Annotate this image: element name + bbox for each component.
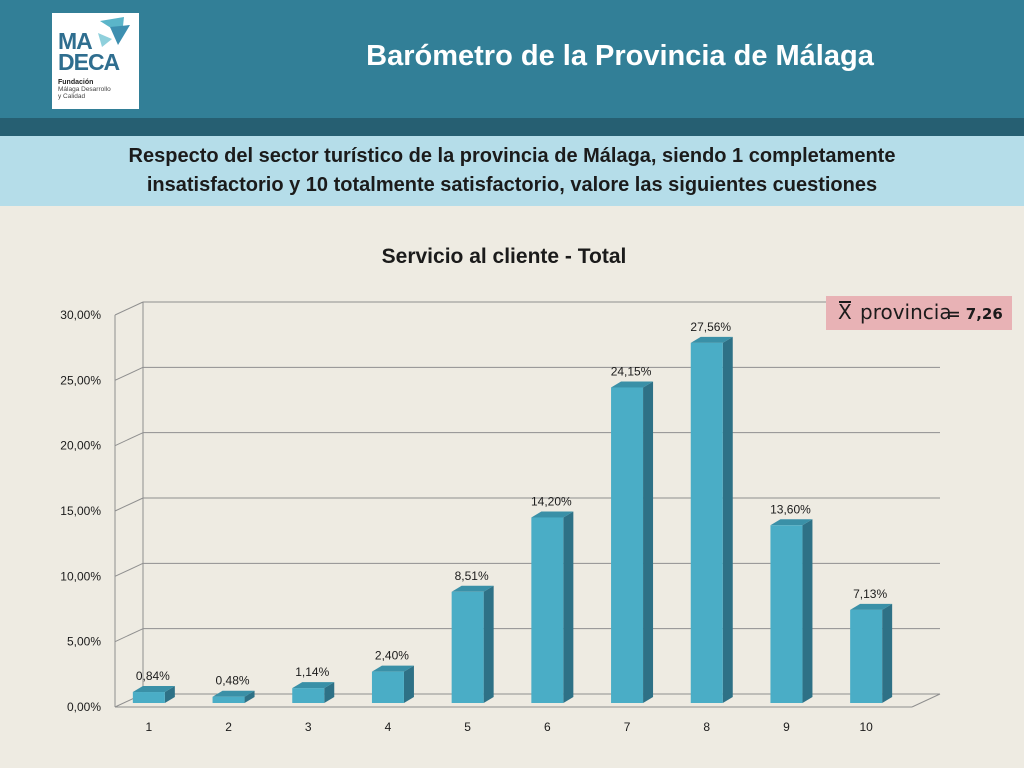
- logo-line2: DECA: [58, 49, 120, 75]
- bar-side: [324, 682, 335, 703]
- bar-top: [132, 686, 175, 693]
- gridline-slant: [114, 366, 144, 381]
- x-tick-label: 7: [624, 720, 631, 734]
- x-tick-label: 1: [146, 720, 153, 734]
- data-label: 27,56%: [690, 320, 731, 334]
- bar-side: [403, 665, 414, 703]
- x-axis-end: [911, 693, 941, 708]
- bar: [212, 696, 245, 703]
- x-tick-label: 2: [225, 720, 232, 734]
- x-tick-label: 4: [385, 720, 392, 734]
- y-tick-label: 20,00%: [60, 439, 101, 453]
- bar-top: [531, 511, 574, 518]
- bar-side: [244, 690, 255, 703]
- gridline-slant: [114, 432, 144, 447]
- bar-side: [722, 336, 733, 703]
- bar: [850, 609, 883, 703]
- y-tick-label: 15,00%: [60, 504, 101, 518]
- bar: [292, 688, 325, 703]
- header-strip: [0, 118, 1024, 136]
- data-label: 13,60%: [770, 502, 811, 516]
- x-tick-label: 8: [703, 720, 710, 734]
- x-tick-label: 3: [305, 720, 312, 734]
- header-bar: [0, 0, 1024, 118]
- bar-side: [643, 381, 654, 703]
- data-label: 0,84%: [136, 669, 170, 683]
- x-tick-label: 10: [859, 720, 873, 734]
- page-title: Barómetro de la Provincia de Málaga: [366, 40, 874, 72]
- data-label: 8,51%: [455, 569, 489, 583]
- y-tick-label: 10,00%: [60, 569, 101, 583]
- bar-top: [690, 336, 733, 343]
- y-tick-label: 30,00%: [60, 308, 101, 322]
- bar-side: [882, 603, 893, 703]
- data-label: 24,15%: [611, 364, 652, 378]
- logo-shapes-icon: [98, 17, 130, 47]
- x-tick-label: 5: [464, 720, 471, 734]
- y-tick-label: 5,00%: [67, 635, 101, 649]
- data-label: 2,40%: [375, 649, 409, 663]
- x-tick-label: 9: [783, 720, 790, 734]
- question-text: Respecto del sector turístico de la prov…: [128, 145, 896, 196]
- bar-top: [371, 665, 414, 672]
- bar: [371, 671, 404, 703]
- gridline-slant: [114, 497, 144, 512]
- data-label: 1,14%: [295, 665, 329, 679]
- logo-sub1: Málaga Desarrollo: [58, 86, 111, 93]
- chart-title: Servicio al cliente - Total: [381, 245, 627, 268]
- bar: [132, 692, 165, 703]
- data-label: 14,20%: [531, 494, 572, 508]
- gridline-slant: [114, 301, 144, 316]
- bar-side: [563, 511, 574, 703]
- bar-top: [451, 585, 494, 592]
- gridline-slant: [114, 628, 144, 643]
- bar-top: [611, 381, 654, 388]
- bar-top: [850, 603, 893, 610]
- mean-symbol: X: [838, 300, 852, 324]
- bar-top: [770, 519, 813, 526]
- mean-badge: X provincia = 7,26: [826, 296, 1012, 330]
- data-label: 7,13%: [853, 587, 887, 601]
- bar: [531, 517, 564, 703]
- bar-top: [292, 682, 335, 689]
- bar-side: [164, 686, 175, 703]
- logo-sub2: y Calidad: [58, 93, 86, 100]
- madeca-logo: MA DECA Fundación Málaga Desarrollo y Ca…: [52, 13, 139, 109]
- y-tick-label: 25,00%: [60, 373, 101, 387]
- logo-line1: MA: [58, 28, 93, 54]
- question-band: Respecto del sector turístico de la prov…: [0, 136, 1024, 206]
- y-tick-label: 0,00%: [67, 700, 101, 714]
- bar-side: [802, 519, 813, 703]
- x-tick-label: 6: [544, 720, 551, 734]
- logo-org: Fundación: [58, 79, 94, 86]
- bar-top: [212, 690, 255, 697]
- bar-side: [483, 585, 494, 703]
- bar: [770, 525, 803, 703]
- data-label: 0,48%: [216, 674, 250, 688]
- bar: [690, 342, 723, 703]
- bar: [451, 591, 484, 703]
- mean-value: = 7,26: [948, 305, 1003, 323]
- bar: [611, 387, 644, 703]
- mean-label: provincia: [860, 300, 952, 324]
- gridline-slant: [114, 562, 144, 577]
